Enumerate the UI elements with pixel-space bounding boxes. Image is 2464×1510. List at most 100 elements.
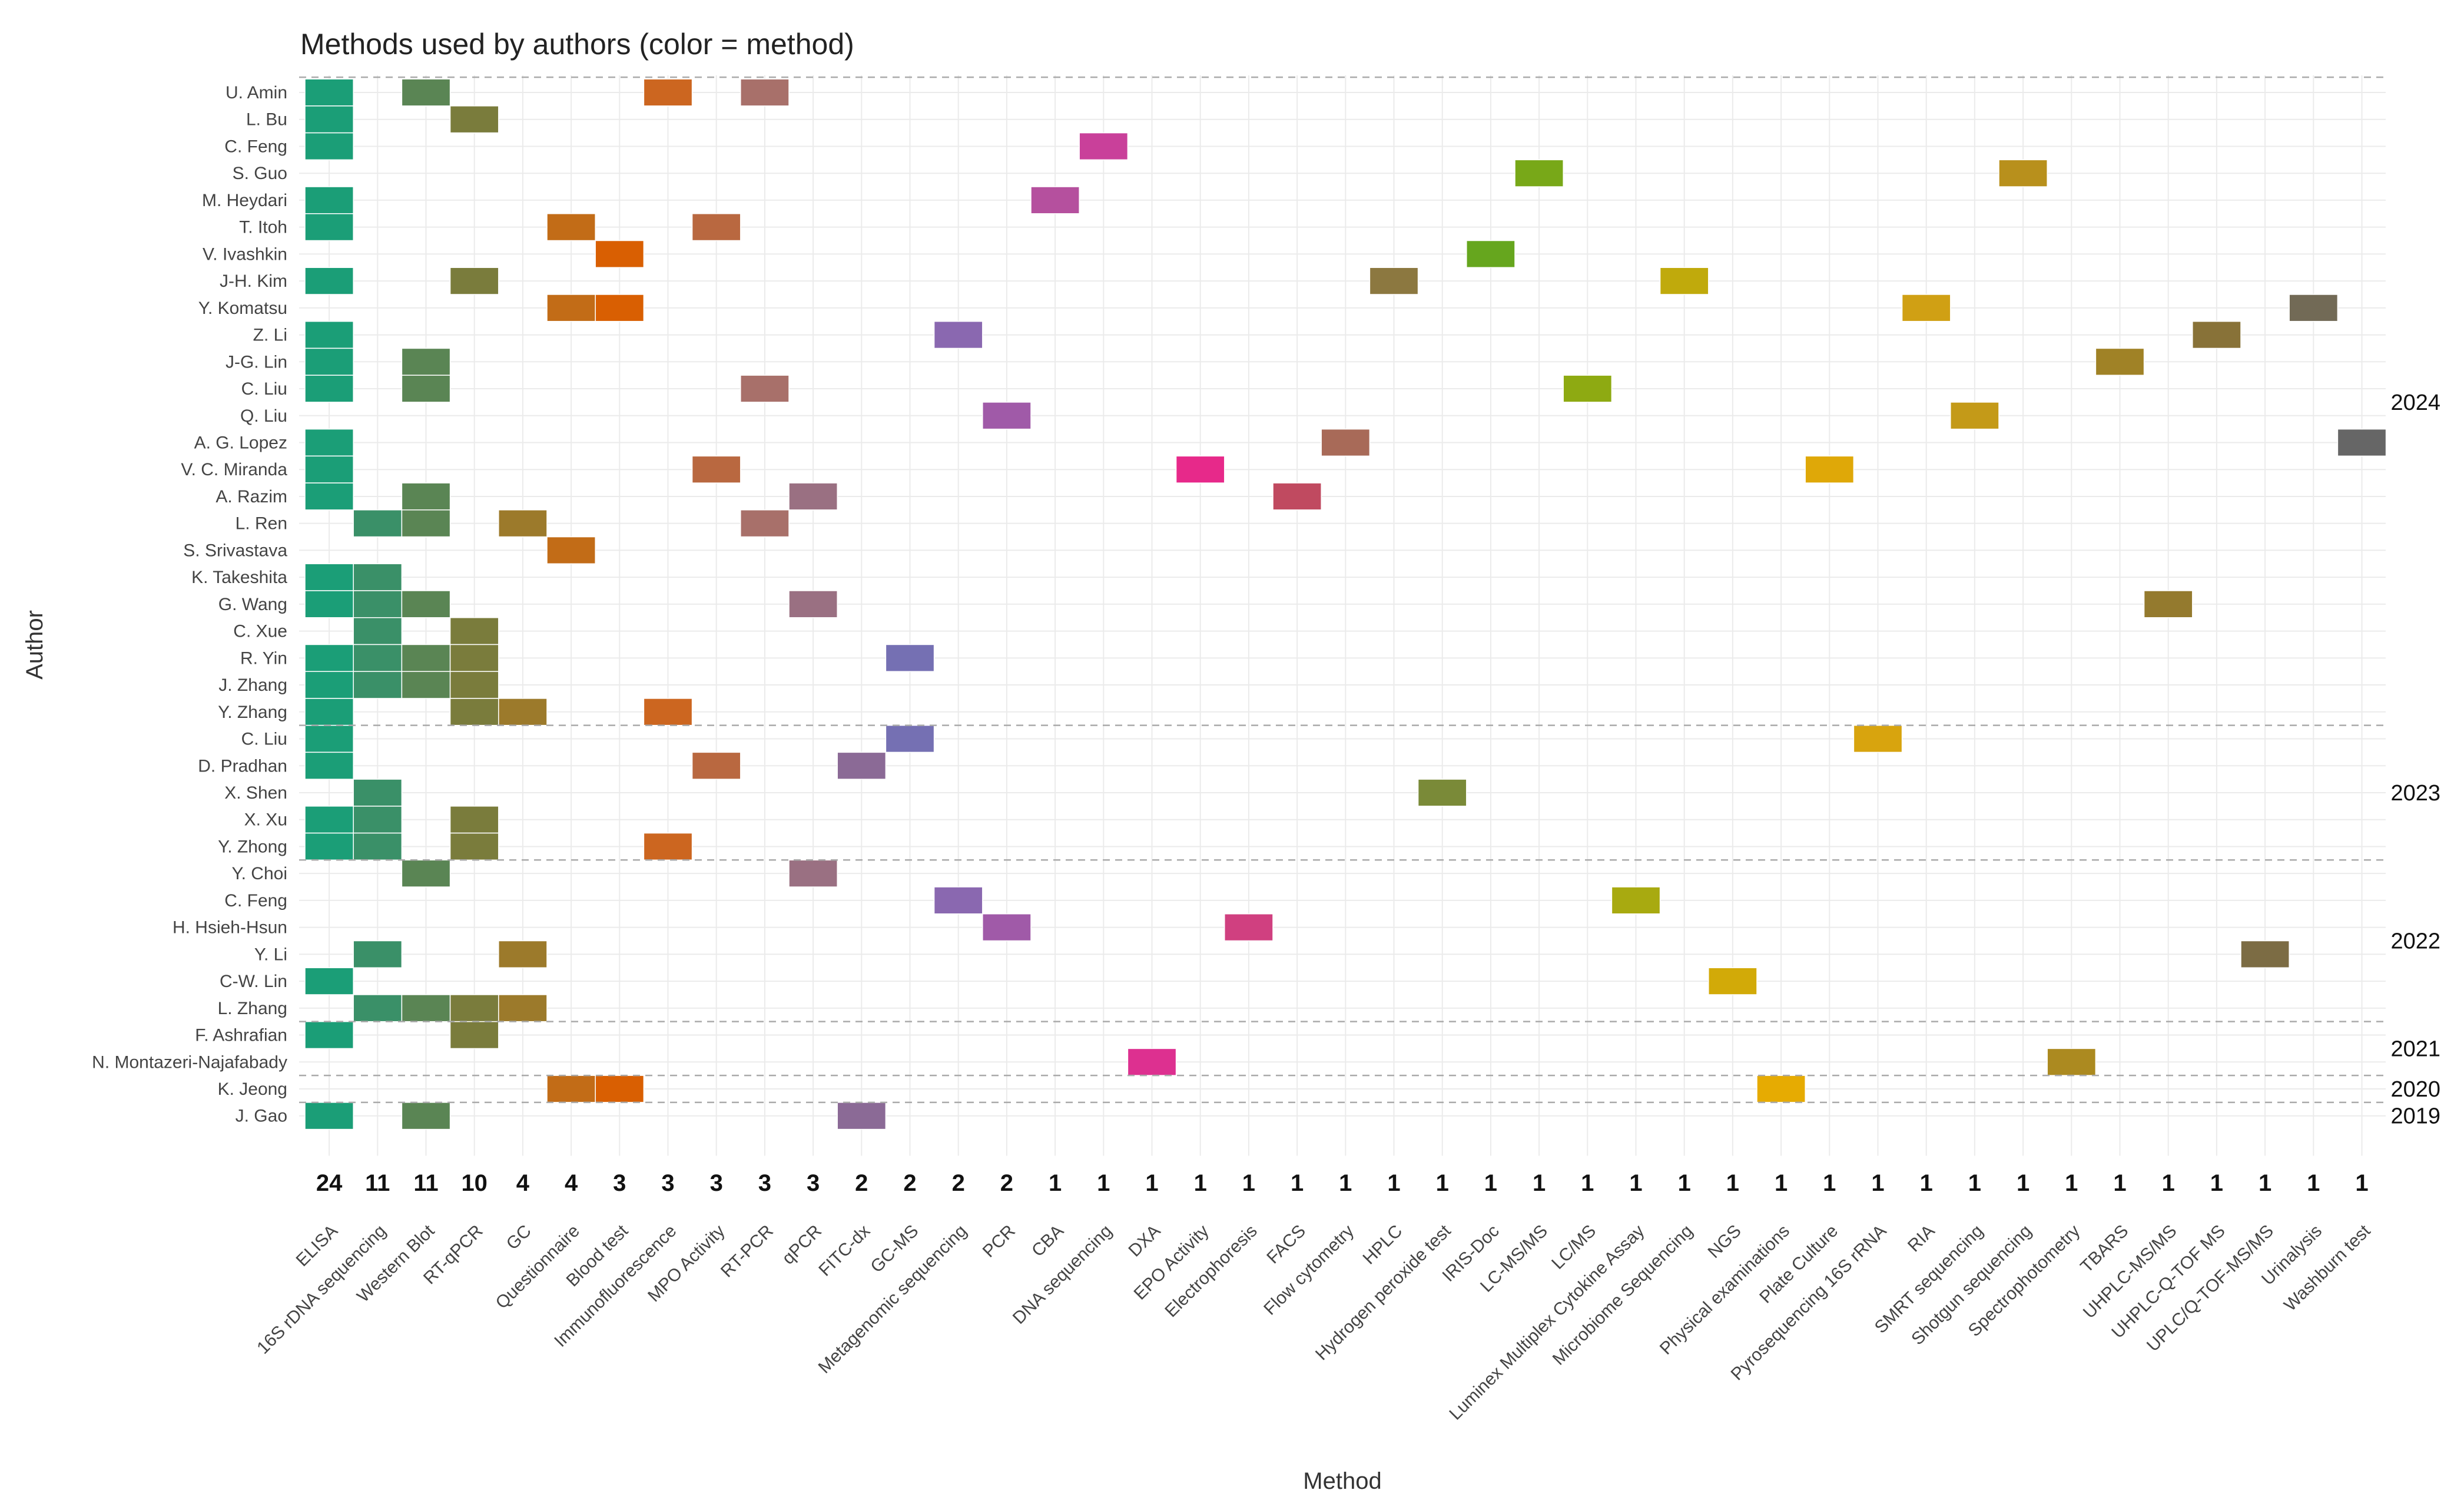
author-label: A. Razim [215, 487, 287, 506]
method-count-label: 1 [2307, 1170, 2320, 1196]
method-count-label: 4 [565, 1170, 578, 1196]
heatmap-cell [401, 78, 451, 107]
heatmap-cell [304, 1021, 354, 1049]
method-count-label: 2 [952, 1170, 965, 1196]
heatmap-cell [449, 105, 499, 134]
author-label: G. Wang [218, 595, 287, 614]
method-count-label: 2 [1000, 1170, 1013, 1196]
heatmap-cell [1321, 428, 1371, 457]
method-label: CBA [1028, 1221, 1067, 1261]
heatmap-cell [449, 671, 499, 699]
author-label: C. Liu [241, 730, 287, 749]
method-label: NGS [1704, 1221, 1745, 1262]
heatmap-cell [498, 509, 548, 538]
method-count-label: 1 [1920, 1170, 1933, 1196]
heatmap-cell [2337, 428, 2387, 457]
method-count-label: 1 [1968, 1170, 1981, 1196]
method-count-label: 3 [613, 1170, 626, 1196]
author-label: J-G. Lin [225, 352, 287, 372]
author-label: J-H. Kim [220, 271, 287, 291]
heatmap-cell [643, 832, 693, 861]
author-label: K. Takeshita [191, 568, 287, 587]
method-count-label: 24 [316, 1170, 343, 1196]
heatmap-cell [691, 751, 741, 780]
heatmap-cell [304, 267, 354, 295]
grid-layer [299, 75, 2386, 1156]
author-label: C. Liu [241, 379, 287, 399]
heatmap-cell [740, 375, 790, 403]
heatmap-cell [595, 240, 645, 268]
chart-title: Methods used by authors (color = method) [300, 28, 854, 61]
heatmap-cell [740, 509, 790, 538]
author-label: C. Xue [233, 622, 287, 641]
y-axis-title: Author [22, 610, 48, 680]
heatmap-cell [353, 832, 403, 861]
author-label: U. Amin [225, 83, 287, 102]
heatmap-cell [982, 402, 1032, 430]
author-label: H. Hsieh-Hsun [173, 918, 287, 938]
heatmap-cell [449, 832, 499, 861]
heatmap-cell [401, 644, 451, 672]
author-label: S. Srivastava [183, 541, 287, 560]
heatmap-cell [353, 644, 403, 672]
heatmap-cell [643, 698, 693, 726]
author-label: X. Xu [244, 810, 287, 830]
method-label: DXA [1125, 1221, 1164, 1261]
heatmap-cell [595, 294, 645, 322]
year-label: 2020 [2390, 1077, 2440, 1102]
author-label: R. Yin [240, 648, 287, 668]
method-count-label: 11 [413, 1170, 438, 1196]
heatmap-cell [401, 994, 451, 1022]
method-count-label: 1 [1387, 1170, 1400, 1196]
heatmap-cell [304, 132, 354, 161]
author-label: Y. Choi [231, 864, 287, 883]
method-label: Flow cytometry [1260, 1221, 1358, 1319]
heatmap-cell [788, 482, 838, 511]
year-separator-layer [299, 76, 2386, 1104]
author-label: T. Itoh [239, 218, 287, 237]
heatmap-cell [304, 590, 354, 618]
heatmap-cell [304, 698, 354, 726]
heatmap-cell [401, 509, 451, 538]
method-count-label: 1 [1629, 1170, 1642, 1196]
author-label: Y. Komatsu [198, 299, 287, 318]
heatmap-cell [304, 213, 354, 241]
author-label: L. Bu [246, 110, 287, 130]
heatmap-cell [304, 455, 354, 484]
heatmap-cell [1708, 967, 1757, 995]
heatmap-cell [401, 375, 451, 403]
author-label: J. Zhang [218, 675, 287, 695]
method-count-label: 10 [461, 1170, 488, 1196]
heatmap-cell [1998, 159, 2048, 187]
author-label: V. C. Miranda [181, 460, 287, 479]
method-count-label: 1 [2113, 1170, 2126, 1196]
heatmap-cell [498, 698, 548, 726]
heatmap-cell [449, 267, 499, 295]
heatmap-cell [1272, 482, 1322, 511]
heatmap-cell [1369, 267, 1419, 295]
heatmap-cell [1805, 455, 1855, 484]
heatmap-cell [2095, 347, 2145, 376]
heatmap-cell [1950, 402, 1999, 430]
heatmap-cell [1417, 779, 1467, 807]
author-label: J. Gao [236, 1107, 287, 1126]
method-count-label: 3 [807, 1170, 820, 1196]
author-label: M. Heydari [202, 191, 287, 210]
heatmap-cell [304, 347, 354, 376]
heatmap-cell [401, 347, 451, 376]
heatmap-cell [982, 913, 1032, 942]
method-count-label: 2 [903, 1170, 916, 1196]
heatmap-cell [304, 832, 354, 861]
heatmap-cell [401, 671, 451, 699]
heatmap-cell [1756, 1075, 1806, 1103]
heatmap-cell [2143, 590, 2193, 618]
method-count-label: 2 [855, 1170, 868, 1196]
heatmap-cell [304, 186, 354, 214]
heatmap-cell [304, 724, 354, 753]
method-count-label: 1 [2210, 1170, 2223, 1196]
heatmap-cell [353, 671, 403, 699]
heatmap-cell [498, 994, 548, 1022]
method-count-label: 1 [1581, 1170, 1594, 1196]
author-label: Z. Li [253, 326, 287, 345]
